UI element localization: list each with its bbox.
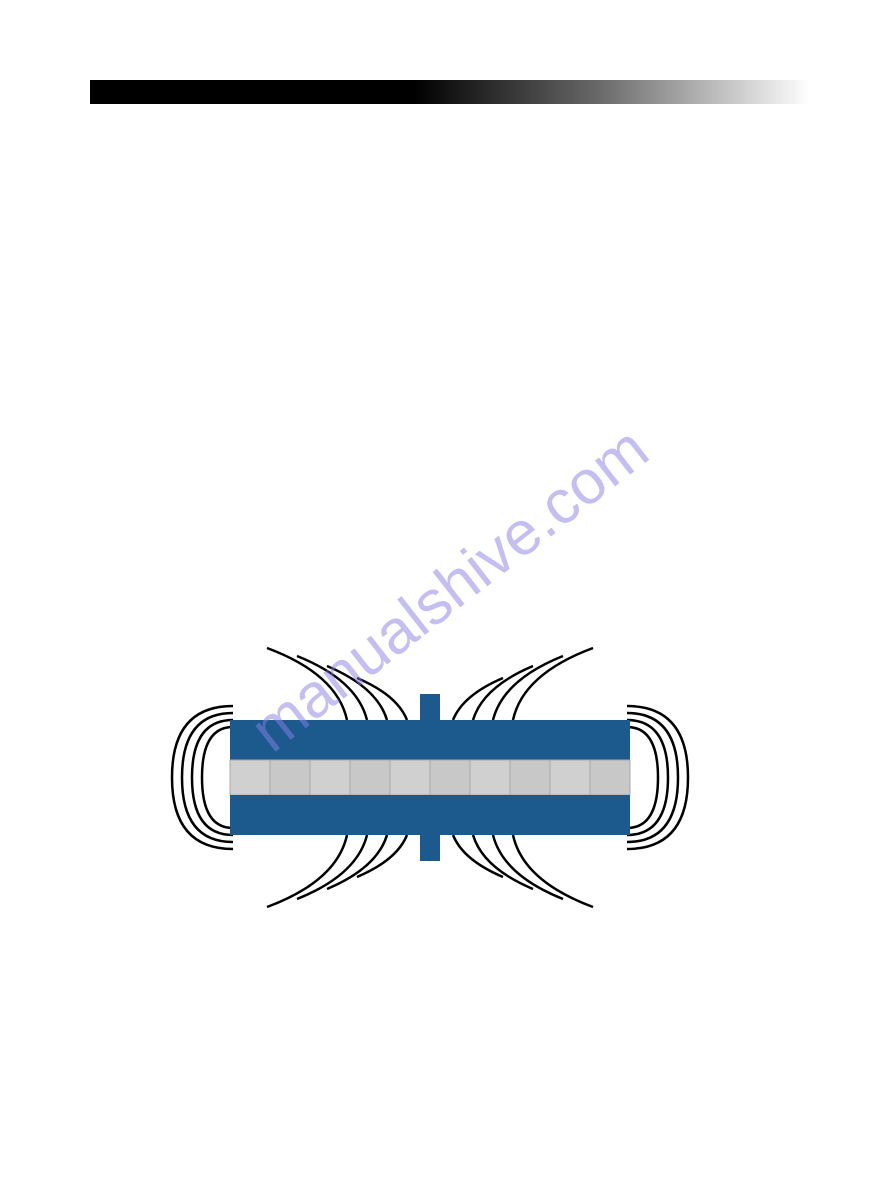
top-plate (230, 720, 630, 760)
field-lines-bottom-left (267, 835, 407, 907)
field-lines-top-left (267, 648, 407, 720)
header-gradient-bar (90, 80, 810, 104)
field-lines-left (172, 706, 233, 849)
field-lines-bottom-right (453, 835, 593, 907)
bottom-plate (230, 795, 630, 835)
field-lines-top-right (453, 648, 593, 720)
diagram-svg (170, 640, 690, 920)
field-lines-right (627, 706, 688, 849)
bottom-terminal-stub (420, 833, 440, 861)
capacitor-diagram (170, 640, 690, 920)
dielectric-layer (230, 760, 630, 795)
top-terminal-stub (420, 694, 440, 722)
